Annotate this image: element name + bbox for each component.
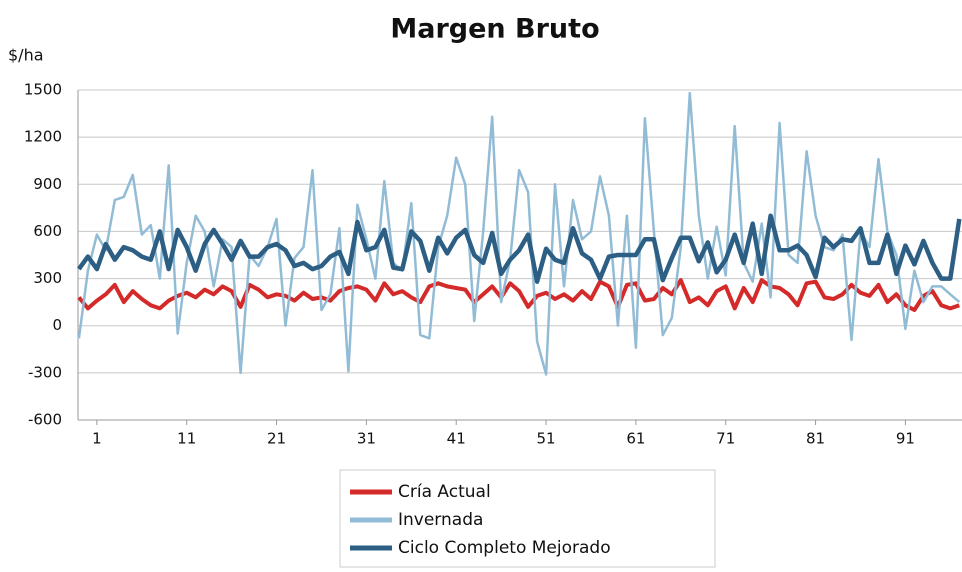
x-tick-label: 41 xyxy=(447,430,466,448)
y-axis-label: $/ha xyxy=(8,46,44,65)
y-tick-label: -300 xyxy=(28,363,62,381)
y-tick-label: 1500 xyxy=(24,81,62,99)
x-tick-label: 51 xyxy=(537,430,556,448)
chart-title: Margen Bruto xyxy=(390,14,599,45)
y-tick-label: 0 xyxy=(52,316,62,334)
legend-label: Invernada xyxy=(398,510,483,530)
legend-label: Ciclo Completo Mejorado xyxy=(398,538,611,558)
legend-label: Cría Actual xyxy=(398,482,491,502)
legend-box xyxy=(339,469,716,568)
series-line xyxy=(77,213,962,284)
x-tick-label: 61 xyxy=(626,430,645,448)
y-tick-label: 300 xyxy=(33,269,62,287)
x-tick-label: 11 xyxy=(177,430,196,448)
x-tick-label: 31 xyxy=(357,430,376,448)
x-tick-label: 1 xyxy=(92,430,102,448)
y-tick-label: 900 xyxy=(33,175,62,193)
series-line xyxy=(77,278,960,312)
x-tick-label: 81 xyxy=(806,430,825,448)
y-tick-label: -600 xyxy=(28,411,62,429)
x-tick-label: 91 xyxy=(896,430,915,448)
x-tick-label: 21 xyxy=(267,430,286,448)
series-line xyxy=(77,91,961,376)
y-tick-label: 1200 xyxy=(24,128,62,146)
y-tick-label: 600 xyxy=(33,222,62,240)
x-tick-label: 71 xyxy=(716,430,735,448)
